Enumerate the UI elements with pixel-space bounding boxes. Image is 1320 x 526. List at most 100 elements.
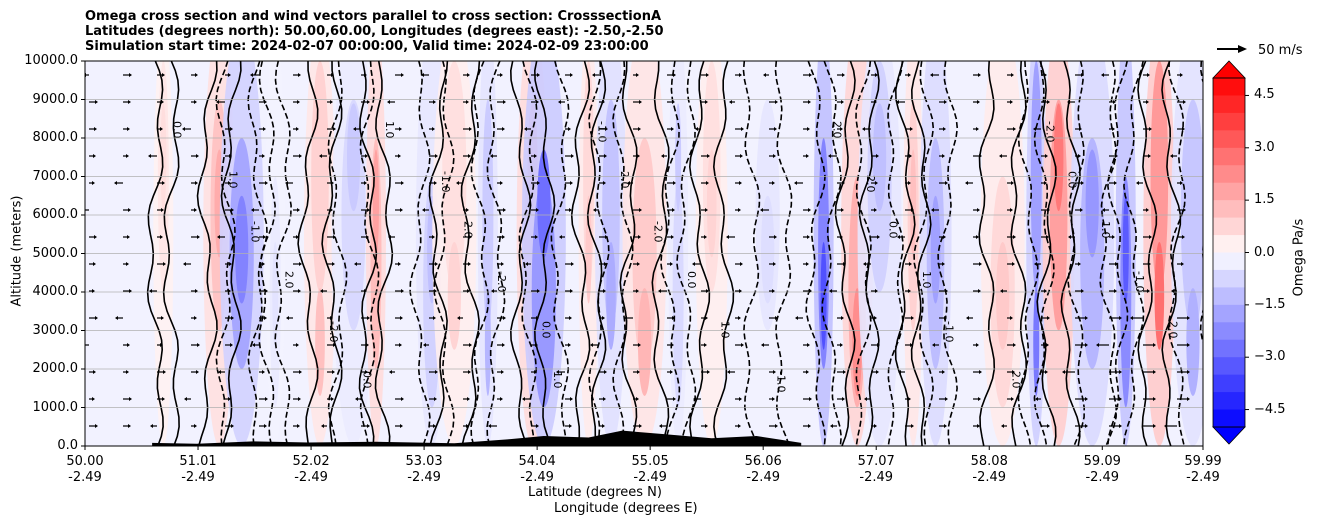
wind-vector-head — [862, 127, 865, 131]
colorbar-tick-label: −3.0 — [1254, 349, 1286, 365]
wind-vector-head — [401, 289, 404, 293]
wind-vector-head — [661, 154, 664, 158]
colorbar-band — [1213, 287, 1245, 306]
wind-vector-head — [605, 235, 608, 239]
wind-vector-head — [739, 397, 742, 401]
wind-vector-head — [1153, 343, 1156, 347]
x-tick-lon: -2.49 — [633, 470, 667, 485]
wind-vector-head — [435, 370, 438, 374]
wind-vector-head — [353, 127, 356, 131]
wind-vector-head — [965, 181, 968, 185]
wind-vector-head — [874, 316, 877, 320]
colorbar-tick-label: −4.5 — [1254, 401, 1286, 417]
wind-vector-head — [638, 343, 641, 347]
wind-vector-head — [128, 208, 131, 212]
wind-vector-head — [399, 343, 402, 347]
omega-column — [304, 61, 337, 446]
omega-column-core — [930, 195, 941, 304]
wind-vector-head — [639, 424, 642, 428]
wind-vector-head — [602, 100, 605, 104]
wind-vector-head — [421, 73, 424, 77]
x-tick-lat: 59.99 — [1184, 454, 1222, 469]
wind-vector-head — [843, 262, 846, 266]
wind-vector-head — [604, 370, 607, 374]
wind-vector-head — [297, 208, 300, 212]
wind-vector-head — [910, 343, 913, 347]
wind-vector-head — [331, 397, 334, 401]
wind-vector-head — [806, 370, 809, 374]
wind-vector-head — [1013, 235, 1016, 239]
wind-vector-head — [367, 208, 370, 212]
wind-vector-head — [333, 235, 336, 239]
wind-vector-head — [265, 289, 268, 293]
wind-vector-head — [331, 73, 334, 77]
wind-vector-head — [1119, 316, 1122, 320]
wind-vector-head — [707, 154, 710, 158]
contour-label: -1.0 — [249, 221, 262, 242]
wind-vector-head — [1115, 262, 1118, 266]
wind-vector-head — [738, 208, 741, 212]
contour-line — [409, 61, 431, 446]
wind-vector-head — [524, 127, 527, 131]
wind-vector-head — [602, 424, 605, 428]
omega-column-core — [706, 149, 717, 258]
wind-vector-head — [80, 208, 83, 212]
wind-vector-head — [398, 262, 401, 266]
wind-vector-head — [875, 289, 878, 293]
wind-vector-head — [333, 127, 336, 131]
wind-vector-head — [503, 100, 506, 104]
x-tick-lat: 54.04 — [518, 454, 556, 469]
wind-vector-head — [808, 424, 811, 428]
colorbar-band — [1213, 392, 1245, 411]
wind-vector-head — [126, 370, 129, 374]
wind-vector-head — [1170, 154, 1173, 158]
colorbar-band — [1213, 200, 1245, 219]
wind-vector-head — [1085, 343, 1088, 347]
wind-vector-head — [432, 127, 435, 131]
wind-vector-head — [94, 127, 97, 131]
wind-vector-head — [1112, 127, 1115, 131]
wind-vector-head — [263, 127, 266, 131]
wind-vector-head — [398, 154, 401, 158]
wind-vector-head — [296, 343, 299, 347]
wind-vector-head — [874, 424, 877, 428]
x-tick-lat: 52.02 — [292, 454, 330, 469]
y-tick-label: 5000.0 — [32, 245, 79, 261]
wind-vector-head — [942, 370, 945, 374]
wind-vector-head — [898, 370, 901, 374]
omega-column-core — [761, 195, 775, 304]
wind-vector-head — [1078, 154, 1081, 158]
x-tick-lat: 58.08 — [970, 454, 1008, 469]
wind-vector-head — [228, 397, 231, 401]
wind-vector-head — [161, 208, 164, 212]
wind-vector-head — [840, 127, 843, 131]
colorbar-max-extension — [1212, 60, 1246, 79]
wind-vector-head — [522, 397, 525, 401]
wind-vector-head — [977, 100, 980, 104]
wind-vector-head — [364, 289, 367, 293]
wind-vector-head — [536, 316, 539, 320]
wind-vector-head — [976, 343, 979, 347]
wind-vector-head — [262, 370, 265, 374]
wind-vector-head — [466, 100, 469, 104]
omega-column-core — [675, 103, 682, 212]
colorbar-band — [1213, 165, 1245, 184]
colorbar-band — [1213, 269, 1245, 288]
contour-line — [660, 61, 681, 446]
colorbar-tick-label: −1.5 — [1254, 296, 1286, 312]
wind-vector-head — [875, 73, 878, 77]
omega-column — [153, 61, 174, 446]
wind-vector-head — [670, 262, 673, 266]
wind-vector-head — [877, 235, 880, 239]
wind-vector-head — [196, 370, 199, 374]
wind-vector-head — [773, 370, 776, 374]
wind-vector-head — [1187, 397, 1190, 401]
wind-vector-head — [741, 343, 744, 347]
wind-vector-head — [262, 154, 265, 158]
wind-vector-head — [705, 316, 708, 320]
wind-vector-head — [195, 289, 198, 293]
wind-vector-head — [1114, 289, 1117, 293]
wind-vector-head — [670, 370, 673, 374]
chart-title-line-2: Latitudes (degrees north): 50.00,60.00, … — [85, 24, 664, 39]
wind-vector-head — [330, 100, 333, 104]
